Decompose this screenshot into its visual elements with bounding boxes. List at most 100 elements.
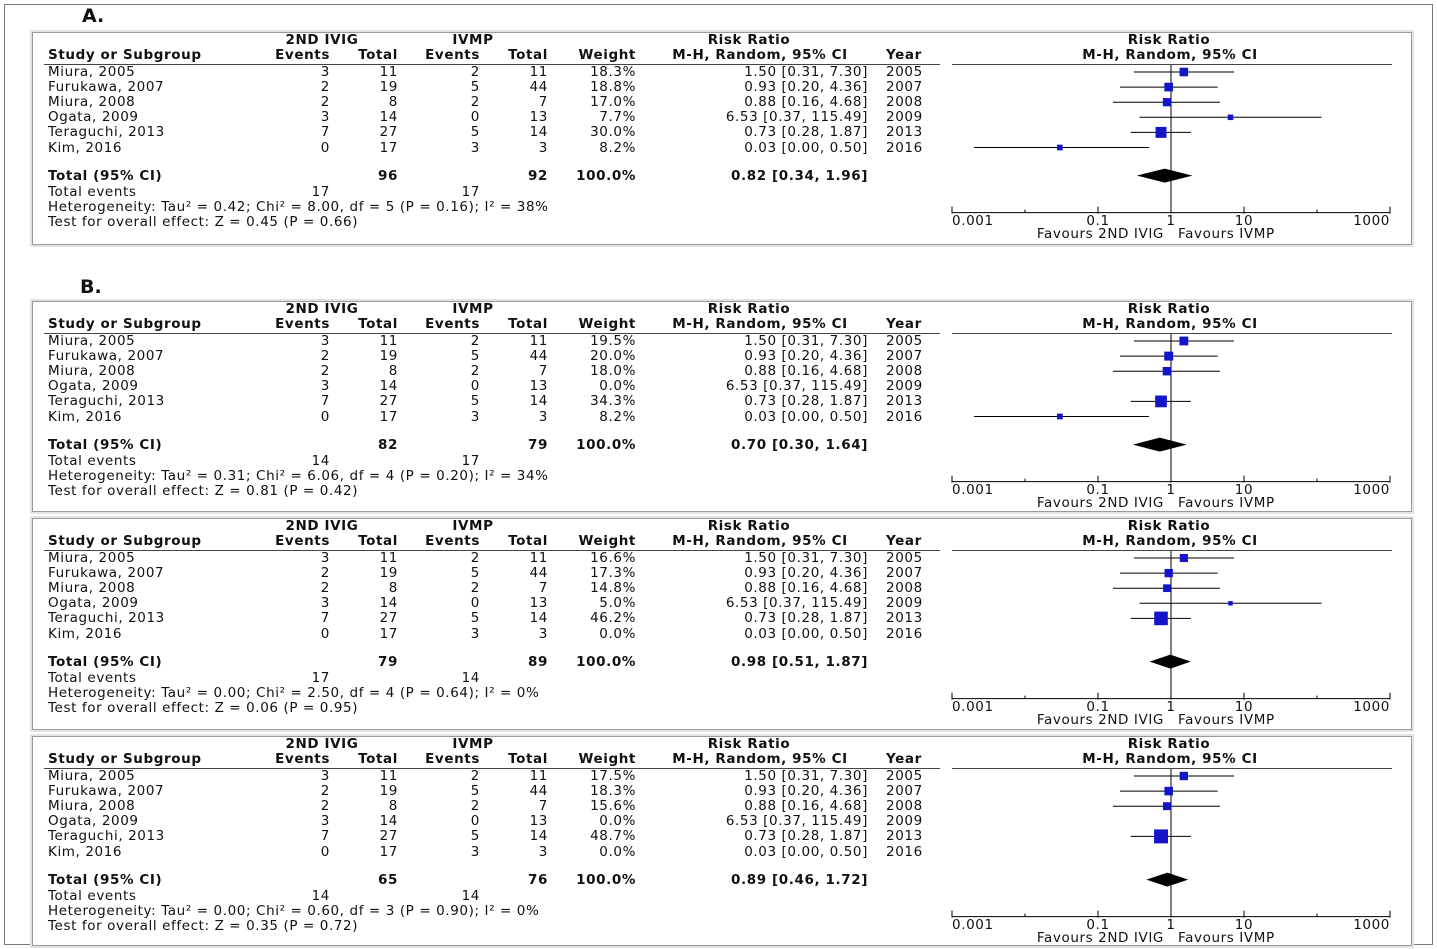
- pooled-diamond: [1149, 654, 1191, 669]
- weight-cell: 16.6%: [590, 550, 636, 566]
- total2-column-header: Total: [508, 751, 548, 767]
- ci-cell: 0.88 [0.16, 4.68]: [744, 798, 868, 815]
- total1-cell: 11: [379, 64, 398, 80]
- weight-cell: 46.2%: [590, 610, 636, 627]
- events2-cell: 0: [470, 109, 480, 126]
- events2-cell: 3: [470, 625, 480, 642]
- weight-column-header: Weight: [578, 533, 636, 549]
- x-tick-label: 10: [1234, 916, 1254, 933]
- year-cell: 2007: [886, 783, 923, 800]
- weight-cell: 8.2%: [599, 139, 636, 156]
- total-events1: 14: [311, 452, 330, 469]
- total-events1: 17: [311, 183, 330, 200]
- total1-sum: 96: [378, 167, 398, 184]
- total2-cell: 14: [529, 393, 548, 410]
- ci-cell: 0.73 [0.28, 1.87]: [744, 828, 868, 845]
- year-cell: 2007: [886, 348, 923, 365]
- group1-header: 2ND IVIG: [285, 736, 359, 752]
- study-marker: [1164, 351, 1174, 361]
- year-cell: 2007: [886, 565, 923, 582]
- total1-column-header: Total: [358, 316, 398, 332]
- events2-cell: 0: [470, 378, 480, 395]
- year-cell: 2016: [886, 625, 923, 642]
- year-cell: 2005: [886, 333, 923, 349]
- total2-cell: 7: [538, 798, 548, 815]
- weight-cell: 17.0%: [590, 94, 636, 111]
- total1-cell: 14: [379, 813, 398, 830]
- total2-cell: 44: [529, 348, 548, 365]
- year-cell: 2009: [886, 813, 923, 830]
- total2-cell: 11: [529, 550, 548, 566]
- events1-column-header: Events: [275, 316, 330, 332]
- year-cell: 2005: [886, 64, 923, 80]
- rr-header: Risk Ratio: [707, 32, 791, 48]
- x-tick-label: 1000: [1353, 481, 1390, 498]
- forest-plot-panel: [32, 32, 1412, 245]
- forest-plot-panel: [32, 518, 1412, 730]
- total-ci: 0.70 [0.30, 1.64]: [731, 436, 868, 453]
- study-marker: [1155, 395, 1167, 408]
- total2-cell: 3: [538, 408, 548, 425]
- events1-cell: 2: [320, 94, 330, 111]
- overall-effect-text: Test for overall effect: Z = 0.06 (P = 0…: [48, 699, 359, 716]
- year-cell: 2008: [886, 94, 923, 111]
- total1-sum: 65: [378, 871, 398, 888]
- total1-cell: 11: [379, 550, 398, 566]
- plot-header: Risk Ratio: [1127, 32, 1211, 48]
- year-cell: 2005: [886, 550, 923, 566]
- study-name: Teraguchi, 2013: [48, 828, 165, 845]
- total2-cell: 13: [529, 813, 548, 830]
- overall-effect-text: Test for overall effect: Z = 0.45 (P = 0…: [48, 213, 359, 230]
- study-marker: [1164, 82, 1174, 92]
- events1-cell: 0: [320, 139, 330, 156]
- plot-method-header: M-H, Random, 95% CI: [1082, 533, 1258, 549]
- year-cell: 2009: [886, 378, 923, 395]
- study-marker: [1179, 771, 1189, 781]
- events2-column-header: Events: [425, 533, 480, 549]
- study-name: Ogata, 2009: [48, 109, 139, 126]
- events1-cell: 0: [320, 843, 330, 860]
- events2-cell: 3: [470, 843, 480, 860]
- events2-column-header: Events: [425, 47, 480, 63]
- total1-cell: 19: [379, 783, 398, 800]
- total-events2: 14: [461, 887, 480, 904]
- weight-cell: 0.0%: [599, 378, 636, 395]
- weight-cell: 19.5%: [590, 333, 636, 349]
- total-ci: 0.98 [0.51, 1.87]: [731, 653, 868, 670]
- study-name: Miura, 2005: [48, 768, 136, 784]
- panel-label-b: B.: [80, 276, 102, 298]
- study-marker: [1164, 786, 1173, 796]
- x-tick-label: 0.1: [1086, 916, 1110, 933]
- plot-header-divider: [952, 333, 1392, 334]
- ci-cell: 0.03 [0.00, 0.50]: [744, 625, 868, 642]
- events1-cell: 2: [320, 783, 330, 800]
- group2-header: IVMP: [452, 736, 494, 752]
- x-tick-label: 10: [1234, 481, 1254, 498]
- events2-cell: 0: [470, 595, 480, 612]
- x-tick-label: 1000: [1353, 916, 1390, 933]
- x-tick-label: 0.1: [1086, 212, 1110, 229]
- study-name: Miura, 2005: [48, 550, 136, 566]
- events2-cell: 2: [470, 798, 480, 815]
- plot-header-divider: [952, 550, 1392, 551]
- events2-cell: 2: [470, 94, 480, 111]
- study-name: Teraguchi, 2013: [48, 610, 165, 627]
- total1-cell: 8: [388, 363, 398, 380]
- study-name: Kim, 2016: [48, 139, 123, 156]
- events2-cell: 5: [470, 783, 480, 800]
- weight-column-header: Weight: [578, 47, 636, 63]
- total2-cell: 14: [529, 124, 548, 141]
- favours-right-label: Favours IVMP: [1178, 225, 1275, 242]
- x-tick-label: 0.001: [952, 481, 994, 498]
- events1-column-header: Events: [275, 751, 330, 767]
- total1-cell: 14: [379, 378, 398, 395]
- weight-cell: 17.3%: [590, 565, 636, 582]
- x-tick-label: 0.001: [952, 212, 994, 229]
- heterogeneity-text: Heterogeneity: Tau² = 0.31; Chi² = 6.06,…: [48, 467, 549, 484]
- favours-right-label: Favours IVMP: [1178, 711, 1275, 728]
- events2-cell: 2: [470, 363, 480, 380]
- study-name: Kim, 2016: [48, 408, 123, 425]
- study-marker: [1179, 336, 1189, 346]
- weight-cell: 17.5%: [590, 768, 636, 784]
- year-column-header: Year: [886, 47, 922, 63]
